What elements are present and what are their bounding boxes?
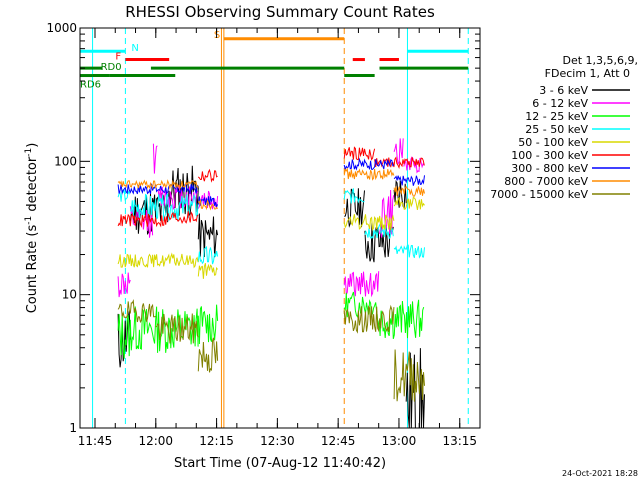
x-tick-label: 13:15 [442, 434, 477, 448]
legend-label: 25 - 50 keV [525, 123, 588, 136]
legend-label: 50 - 100 keV [518, 136, 588, 149]
y-tick-label: 1000 [46, 21, 77, 35]
x-tick-label: 12:00 [138, 434, 173, 448]
flag-label: F [115, 52, 121, 63]
legend-label: 800 - 7000 keV [504, 175, 588, 188]
x-tick-label: 13:00 [382, 434, 417, 448]
y-label-part: Count Rate (s [25, 225, 40, 314]
plot-area: NSFRD0RD6 [80, 28, 469, 429]
x-axis-label: Start Time (07-Aug-12 11:40:42) [174, 456, 386, 471]
series-line [117, 146, 425, 228]
legend-header-line: Det 1,3,5,6,9, [562, 54, 638, 67]
y-label-sup: -1 [24, 148, 34, 157]
y-label-sup: -1 [24, 216, 34, 225]
legend-label: 3 - 6 keV [539, 84, 588, 97]
legend-header-line: FDecim 1, Att 0 [545, 67, 630, 80]
y-label-part: detector [25, 156, 40, 216]
footer-date: 24-Oct-2021 18:28 [562, 469, 638, 478]
flag-label: RD6 [80, 80, 101, 91]
series-line [117, 167, 425, 211]
series-line [117, 299, 425, 402]
y-label-part: ) [25, 143, 40, 148]
chart-title: RHESSI Observing Summary Count Rates [125, 3, 435, 21]
y-tick-label: 10 [62, 288, 77, 302]
x-tick-label: 12:30 [260, 434, 295, 448]
axes: 1 10 100 1000 11:45 12:00 12:15 12:30 12:45 13:00… [46, 21, 480, 448]
legend-label: 7000 - 15000 keV [490, 188, 588, 201]
series-line [117, 196, 425, 279]
plot-frame [79, 27, 481, 429]
legend-label: 12 - 25 keV [525, 110, 588, 123]
flag-label: RD0 [101, 62, 122, 73]
x-tick-label: 12:45 [321, 434, 356, 448]
legend: Det 1,3,5,6,9, FDecim 1, Att 0 3 - 6 keV… [490, 54, 638, 201]
series-line [117, 291, 425, 359]
y-axis-label: Count Rate (s-1 detector-1) [24, 143, 40, 314]
y-tick-label: 1 [69, 421, 77, 435]
flag-label: N [131, 43, 138, 54]
legend-label: 6 - 12 keV [532, 97, 588, 110]
y-tick-label: 100 [54, 154, 77, 168]
x-tick-label: 12:15 [199, 434, 234, 448]
x-tick-label: 11:45 [78, 434, 113, 448]
legend-label: 100 - 300 keV [511, 149, 588, 162]
legend-label: 300 - 800 keV [511, 162, 588, 175]
